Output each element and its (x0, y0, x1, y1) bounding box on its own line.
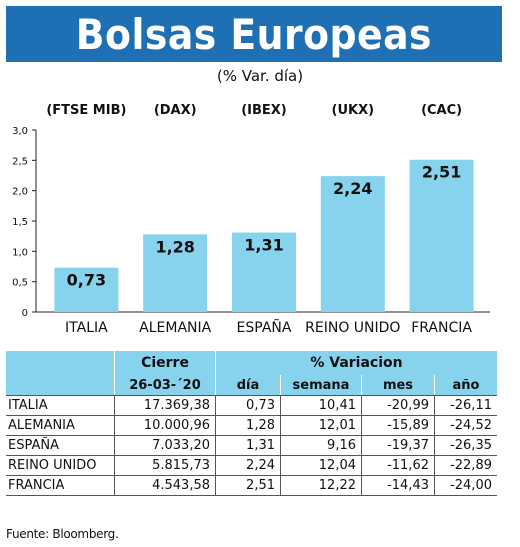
table-cell-country: ALEMANIA (6, 415, 115, 436)
table-cell-dia: 2,51 (215, 475, 281, 496)
table-cell-ano: -24,52 (434, 415, 497, 436)
table-row: ITALIA 17.369,38 0,73 10,41 -20,99 -26,11 (6, 395, 497, 416)
header-dia: día (215, 375, 281, 396)
table-cell-dia: 1,31 (215, 435, 281, 456)
header-semana: semana (280, 375, 362, 396)
y-tick-label: 1,0 (12, 247, 28, 258)
market-data-table: Cierre % Variacion 26-03-´20 día semana … (6, 351, 497, 496)
labels-layer: 0,73 (FTSE MIB) ITALIA 1,28 (DAX) ALEMANIA 1,3… (46, 103, 472, 336)
x-tick-label: FRANCIA (411, 320, 472, 336)
chart-subtitle: (% Var. día) (216, 67, 304, 85)
y-tick-label: 1,5 (12, 217, 28, 228)
bar-value-label: 2,24 (333, 179, 372, 198)
table-cell-mes: -14,43 (361, 475, 435, 496)
bar-value-label: 2,51 (422, 163, 461, 182)
table-cell-mes: -15,89 (361, 415, 435, 436)
table-row: ESPAÑA 7.033,20 1,31 9,16 -19,37 -26,35 (6, 435, 497, 456)
table-cell-country: REINO UNIDO (6, 455, 115, 476)
x-tick-label: ITALIA (65, 320, 108, 336)
bar (232, 232, 296, 312)
header-date: 26-03-´20 (114, 375, 216, 396)
header-blank-2 (6, 375, 115, 396)
header-cierre: Cierre (114, 351, 216, 375)
y-tick-label: 2,0 (12, 187, 28, 198)
table-cell-ano: -26,11 (434, 395, 497, 416)
table-body: ITALIA 17.369,38 0,73 10,41 -20,99 -26,11 ALEM… (6, 395, 497, 496)
bar-value-label: 0,73 (67, 271, 106, 290)
table-cell-semana: 12,22 (280, 475, 362, 496)
index-code-label: (FTSE MIB) (46, 103, 126, 118)
table-cell-cierre: 17.369,38 (114, 395, 216, 416)
table-cell-cierre: 5.815,73 (114, 455, 216, 476)
header-blank (6, 351, 115, 375)
table-row: REINO UNIDO 5.815,73 2,24 12,04 -11,62 -22,89 (6, 455, 497, 476)
index-code-label: (CAC) (421, 103, 462, 118)
table-row: ALEMANIA 10.000,96 1,28 12,01 -15,89 -24,52 (6, 415, 497, 436)
table-cell-ano: -22,89 (434, 455, 497, 476)
bar-value-label: 1,31 (244, 236, 283, 255)
index-code-label: (UKX) (332, 103, 375, 118)
table-cell-mes: -20,99 (361, 395, 435, 416)
bar-chart: 0 0,5 1,0 1,5 2,0 2,5 3,0 0,73 (FTSE MIB) ITALIA… (12, 103, 490, 336)
y-tick-label: 3,0 (12, 126, 28, 137)
table-cell-semana: 12,04 (280, 455, 362, 476)
table-cell-country: ITALIA (6, 395, 115, 416)
table-cell-semana: 10,41 (280, 395, 362, 416)
bars-layer (54, 159, 474, 312)
table-cell-dia: 0,73 (215, 395, 281, 416)
table-cell-mes: -11,62 (361, 455, 435, 476)
source-note: Fuente: Bloomberg. (6, 527, 119, 541)
table-cell-ano: -24,00 (434, 475, 497, 496)
title-banner: Bolsas Europeas (6, 6, 502, 62)
y-tick-label: 0,5 (12, 278, 28, 289)
bar (409, 159, 474, 312)
table-cell-mes: -19,37 (361, 435, 435, 456)
table-group-header-row: Cierre % Variacion (6, 351, 497, 375)
header-mes: mes (361, 375, 435, 396)
header-ano: año (434, 375, 497, 396)
x-tick-label: ALEMANIA (139, 320, 211, 336)
y-tick-label: 2,5 (12, 156, 28, 167)
bar-value-label: 1,28 (155, 237, 194, 256)
header-variacion: % Variacion (215, 351, 497, 375)
index-code-label: (IBEX) (241, 103, 287, 118)
table-cell-semana: 12,01 (280, 415, 362, 436)
table-column-header-row: 26-03-´20 día semana mes año (6, 375, 497, 396)
bar (320, 176, 385, 312)
table-cell-dia: 1,28 (215, 415, 281, 436)
index-code-label: (DAX) (154, 103, 197, 118)
chart-title: Bolsas Europeas (75, 9, 433, 59)
x-tick-label: ESPAÑA (237, 319, 292, 336)
table-cell-cierre: 7.033,20 (114, 435, 216, 456)
bar (143, 234, 208, 312)
x-tick-label: REINO UNIDO (305, 320, 400, 336)
y-tick-label: 0 (22, 308, 28, 319)
table-cell-cierre: 4.543,58 (114, 475, 216, 496)
table-cell-dia: 2,24 (215, 455, 281, 476)
table-cell-country: ESPAÑA (6, 435, 115, 456)
bar (54, 267, 119, 312)
table-cell-semana: 9,16 (280, 435, 362, 456)
table-cell-cierre: 10.000,96 (114, 415, 216, 436)
table-cell-ano: -26,35 (434, 435, 497, 456)
table-cell-country: FRANCIA (6, 475, 115, 496)
table-row: FRANCIA 4.543,58 2,51 12,22 -14,43 -24,00 (6, 475, 497, 496)
